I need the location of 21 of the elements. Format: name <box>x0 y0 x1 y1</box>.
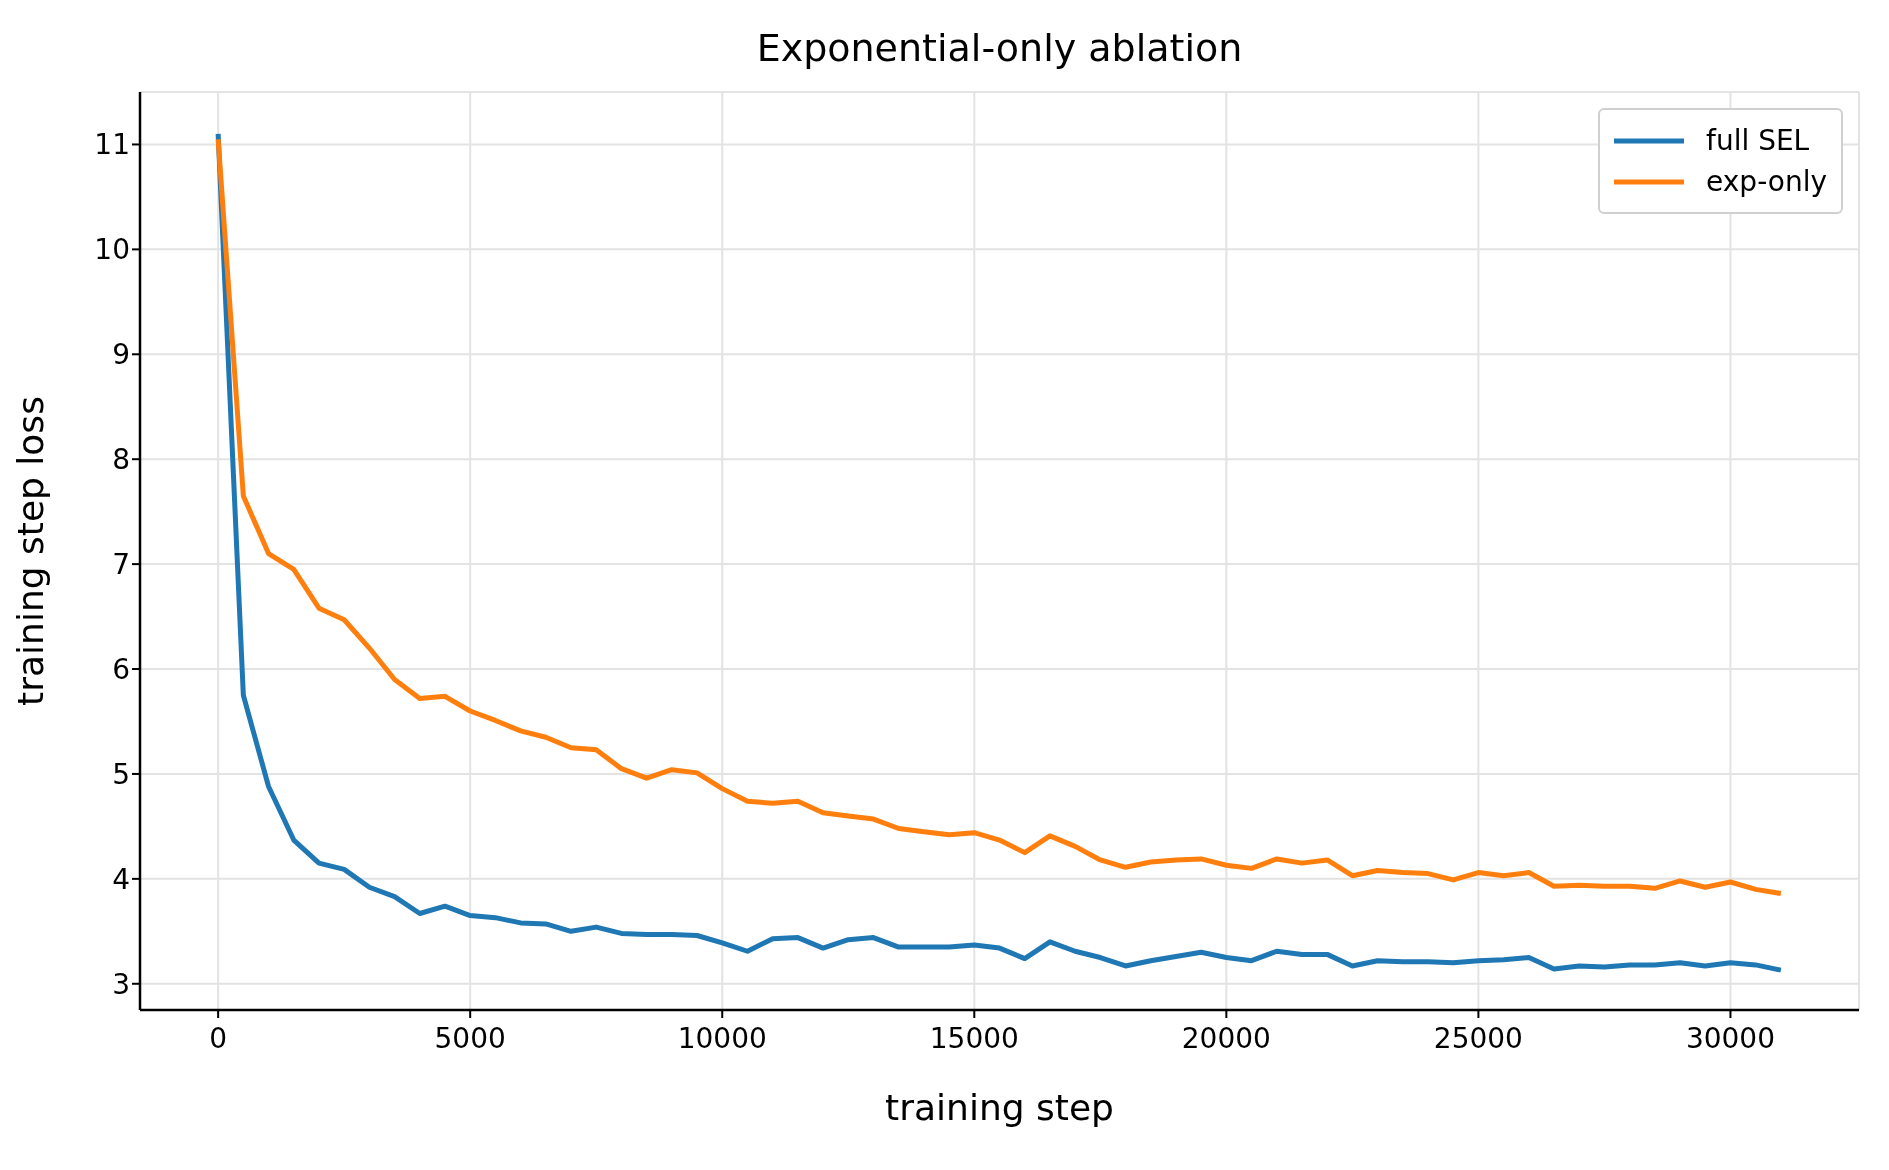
y-tick-label: 7 <box>112 548 130 582</box>
x-tick-label: 0 <box>209 1021 228 1055</box>
y-tick-label: 11 <box>94 128 130 162</box>
legend-label: full SEL <box>1706 124 1810 157</box>
y-tick-label: 9 <box>112 338 130 372</box>
y-tick-label: 4 <box>112 862 130 896</box>
x-tick-label: 10000 <box>677 1021 767 1055</box>
y-tick-label: 8 <box>112 443 130 477</box>
x-tick-label: 15000 <box>929 1021 1019 1055</box>
chart-title: Exponential-only ablation <box>755 26 1244 70</box>
x-tick-label: 20000 <box>1181 1021 1271 1055</box>
x-tick-label: 5000 <box>434 1021 506 1055</box>
x-tick-label: 30000 <box>1685 1021 1775 1055</box>
y-tick-label: 10 <box>94 233 130 267</box>
legend-label: exp-only <box>1706 165 1827 198</box>
y-tick-label: 6 <box>112 652 130 686</box>
x-tick-label: 25000 <box>1433 1021 1523 1055</box>
y-tick-label: 5 <box>112 757 130 791</box>
x-axis-title: training step <box>885 1087 1114 1128</box>
y-tick-label: 3 <box>112 967 130 1001</box>
y-axis-title: training step loss <box>9 396 51 706</box>
